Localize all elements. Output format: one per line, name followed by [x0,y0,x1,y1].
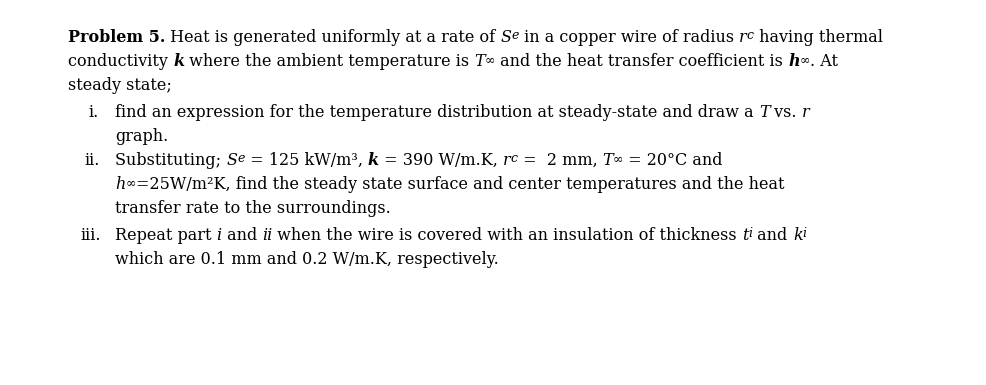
Text: steady state;: steady state; [68,77,172,94]
Text: . At: . At [810,53,837,70]
Text: i.: i. [88,104,99,121]
Text: c: c [510,152,517,165]
Text: Repeat part: Repeat part [115,227,216,244]
Text: t: t [741,227,747,244]
Text: and: and [751,227,792,244]
Text: graph.: graph. [115,128,168,145]
Text: h: h [788,53,800,70]
Text: r: r [802,104,809,121]
Text: ii.: ii. [84,152,100,169]
Text: Problem 5.: Problem 5. [68,29,166,46]
Text: k: k [368,152,379,169]
Text: i: i [216,227,222,244]
Text: k: k [173,53,184,70]
Text: ∞: ∞ [612,152,623,165]
Text: = 125 kW/m³,: = 125 kW/m³, [245,152,368,169]
Text: h: h [115,176,125,193]
Text: S: S [500,29,511,46]
Text: e: e [237,152,245,165]
Text: e: e [511,29,519,42]
Text: which are 0.1 mm and 0.2 W/m.K, respectively.: which are 0.1 mm and 0.2 W/m.K, respecti… [115,251,498,268]
Text: r: r [739,29,746,46]
Text: ii: ii [262,227,272,244]
Text: ∞: ∞ [800,53,810,66]
Text: having thermal: having thermal [753,29,882,46]
Text: Substituting;: Substituting; [115,152,226,169]
Text: transfer rate to the surroundings.: transfer rate to the surroundings. [115,200,390,217]
Text: T: T [758,104,769,121]
Text: find an expression for the temperature distribution at steady-state and draw a: find an expression for the temperature d… [115,104,758,121]
Text: k: k [792,227,802,244]
Text: T: T [474,53,484,70]
Text: T: T [601,152,612,169]
Text: r: r [502,152,510,169]
Text: ∞: ∞ [125,176,135,189]
Text: conductivity: conductivity [68,53,173,70]
Text: when the wire is covered with an insulation of thickness: when the wire is covered with an insulat… [272,227,741,244]
Text: i: i [747,227,751,240]
Text: in a copper wire of radius: in a copper wire of radius [519,29,739,46]
Text: c: c [746,29,753,42]
Text: Heat is generated uniformly at a rate of: Heat is generated uniformly at a rate of [166,29,500,46]
Text: and: and [222,227,262,244]
Text: =25W/m²K, find the steady state surface and center temperatures and the heat: =25W/m²K, find the steady state surface … [135,176,783,193]
Text: and the heat transfer coefficient is: and the heat transfer coefficient is [495,53,788,70]
Text: where the ambient temperature is: where the ambient temperature is [184,53,474,70]
Text: = 20°C and: = 20°C and [623,152,722,169]
Text: ∞: ∞ [484,53,495,66]
Text: = 390 W/m.K,: = 390 W/m.K, [379,152,502,169]
Text: =  2 mm,: = 2 mm, [517,152,601,169]
Text: S: S [226,152,237,169]
Text: i: i [802,227,806,240]
Text: vs.: vs. [769,104,802,121]
Text: iii.: iii. [80,227,101,244]
